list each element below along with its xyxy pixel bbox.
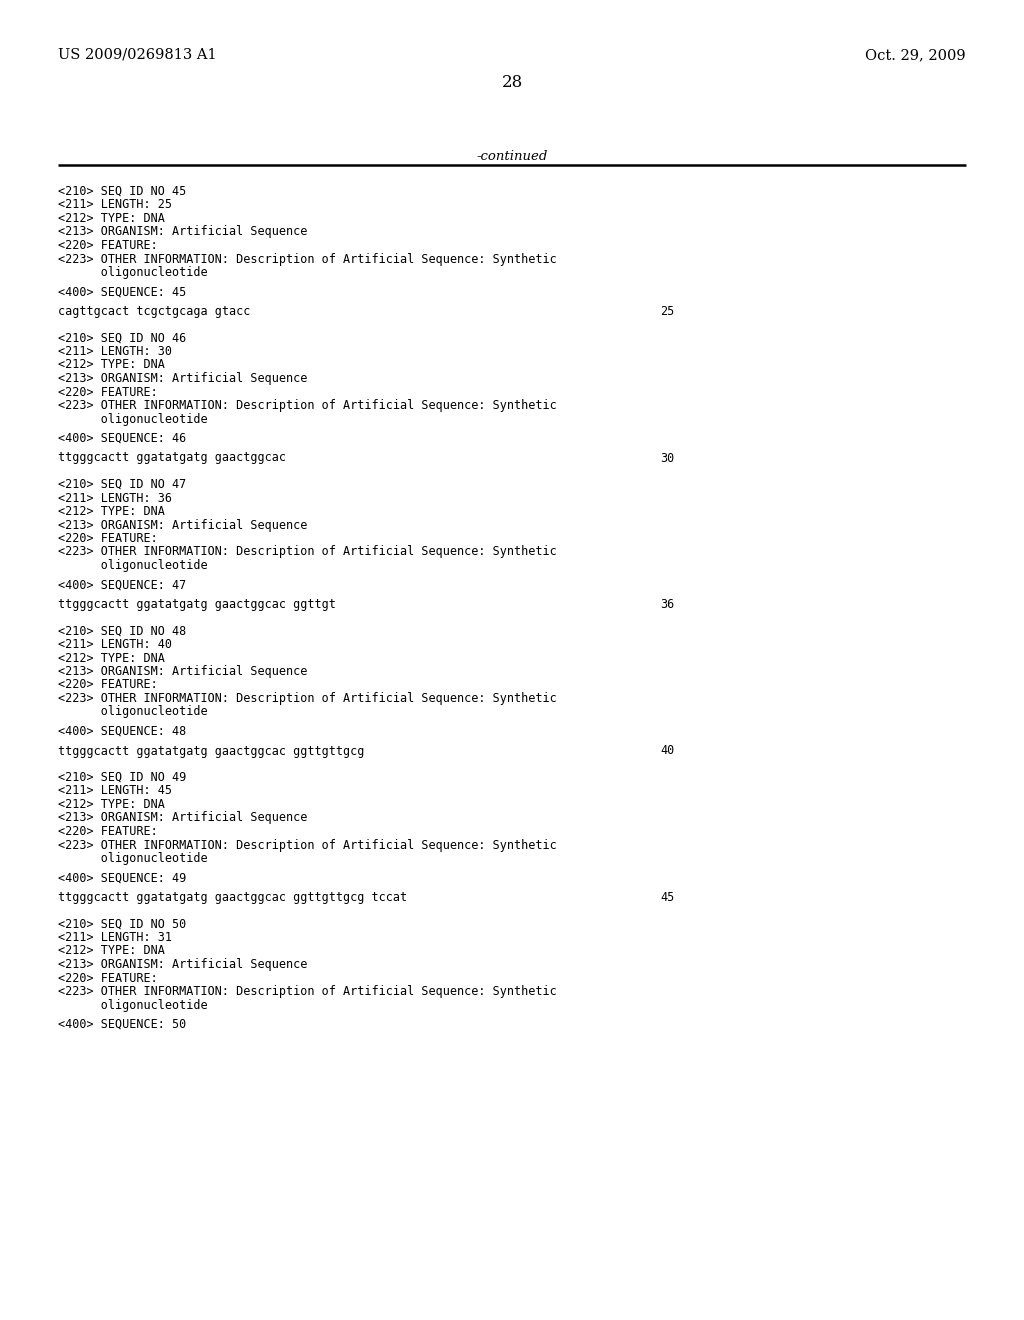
- Text: oligonucleotide: oligonucleotide: [58, 412, 208, 425]
- Text: oligonucleotide: oligonucleotide: [58, 998, 208, 1011]
- Text: <213> ORGANISM: Artificial Sequence: <213> ORGANISM: Artificial Sequence: [58, 372, 307, 385]
- Text: <400> SEQUENCE: 50: <400> SEQUENCE: 50: [58, 1018, 186, 1031]
- Text: <220> FEATURE:: <220> FEATURE:: [58, 532, 158, 545]
- Text: <223> OTHER INFORMATION: Description of Artificial Sequence: Synthetic: <223> OTHER INFORMATION: Description of …: [58, 838, 557, 851]
- Text: <400> SEQUENCE: 47: <400> SEQUENCE: 47: [58, 578, 186, 591]
- Text: <400> SEQUENCE: 45: <400> SEQUENCE: 45: [58, 285, 186, 298]
- Text: ttgggcactt ggatatgatg gaactggcac ggttgt: ttgggcactt ggatatgatg gaactggcac ggttgt: [58, 598, 336, 611]
- Text: <210> SEQ ID NO 49: <210> SEQ ID NO 49: [58, 771, 186, 784]
- Text: 28: 28: [502, 74, 522, 91]
- Text: oligonucleotide: oligonucleotide: [58, 705, 208, 718]
- Text: <220> FEATURE:: <220> FEATURE:: [58, 972, 158, 985]
- Text: <213> ORGANISM: Artificial Sequence: <213> ORGANISM: Artificial Sequence: [58, 665, 307, 678]
- Text: <212> TYPE: DNA: <212> TYPE: DNA: [58, 652, 165, 664]
- Text: 40: 40: [660, 744, 674, 758]
- Text: -continued: -continued: [476, 150, 548, 162]
- Text: 25: 25: [660, 305, 674, 318]
- Text: <212> TYPE: DNA: <212> TYPE: DNA: [58, 799, 165, 810]
- Text: <223> OTHER INFORMATION: Description of Artificial Sequence: Synthetic: <223> OTHER INFORMATION: Description of …: [58, 985, 557, 998]
- Text: oligonucleotide: oligonucleotide: [58, 267, 208, 279]
- Text: <210> SEQ ID NO 48: <210> SEQ ID NO 48: [58, 624, 186, 638]
- Text: <400> SEQUENCE: 46: <400> SEQUENCE: 46: [58, 432, 186, 445]
- Text: <211> LENGTH: 40: <211> LENGTH: 40: [58, 638, 172, 651]
- Text: 36: 36: [660, 598, 674, 611]
- Text: <212> TYPE: DNA: <212> TYPE: DNA: [58, 359, 165, 371]
- Text: 30: 30: [660, 451, 674, 465]
- Text: Oct. 29, 2009: Oct. 29, 2009: [865, 48, 966, 62]
- Text: <223> OTHER INFORMATION: Description of Artificial Sequence: Synthetic: <223> OTHER INFORMATION: Description of …: [58, 692, 557, 705]
- Text: cagttgcact tcgctgcaga gtacc: cagttgcact tcgctgcaga gtacc: [58, 305, 251, 318]
- Text: <213> ORGANISM: Artificial Sequence: <213> ORGANISM: Artificial Sequence: [58, 812, 307, 825]
- Text: <220> FEATURE:: <220> FEATURE:: [58, 385, 158, 399]
- Text: US 2009/0269813 A1: US 2009/0269813 A1: [58, 48, 217, 62]
- Text: <220> FEATURE:: <220> FEATURE:: [58, 825, 158, 838]
- Text: <223> OTHER INFORMATION: Description of Artificial Sequence: Synthetic: <223> OTHER INFORMATION: Description of …: [58, 545, 557, 558]
- Text: ttgggcactt ggatatgatg gaactggcac: ttgggcactt ggatatgatg gaactggcac: [58, 451, 286, 465]
- Text: <220> FEATURE:: <220> FEATURE:: [58, 239, 158, 252]
- Text: <210> SEQ ID NO 46: <210> SEQ ID NO 46: [58, 331, 186, 345]
- Text: ttgggcactt ggatatgatg gaactggcac ggttgttgcg: ttgggcactt ggatatgatg gaactggcac ggttgtt…: [58, 744, 365, 758]
- Text: <223> OTHER INFORMATION: Description of Artificial Sequence: Synthetic: <223> OTHER INFORMATION: Description of …: [58, 399, 557, 412]
- Text: <400> SEQUENCE: 49: <400> SEQUENCE: 49: [58, 871, 186, 884]
- Text: 45: 45: [660, 891, 674, 904]
- Text: <211> LENGTH: 30: <211> LENGTH: 30: [58, 345, 172, 358]
- Text: <213> ORGANISM: Artificial Sequence: <213> ORGANISM: Artificial Sequence: [58, 226, 307, 239]
- Text: <211> LENGTH: 25: <211> LENGTH: 25: [58, 198, 172, 211]
- Text: <213> ORGANISM: Artificial Sequence: <213> ORGANISM: Artificial Sequence: [58, 958, 307, 972]
- Text: <400> SEQUENCE: 48: <400> SEQUENCE: 48: [58, 725, 186, 738]
- Text: <220> FEATURE:: <220> FEATURE:: [58, 678, 158, 692]
- Text: <213> ORGANISM: Artificial Sequence: <213> ORGANISM: Artificial Sequence: [58, 519, 307, 532]
- Text: oligonucleotide: oligonucleotide: [58, 558, 208, 572]
- Text: <210> SEQ ID NO 45: <210> SEQ ID NO 45: [58, 185, 186, 198]
- Text: ttgggcactt ggatatgatg gaactggcac ggttgttgcg tccat: ttgggcactt ggatatgatg gaactggcac ggttgtt…: [58, 891, 408, 904]
- Text: <212> TYPE: DNA: <212> TYPE: DNA: [58, 213, 165, 224]
- Text: <212> TYPE: DNA: <212> TYPE: DNA: [58, 506, 165, 517]
- Text: <223> OTHER INFORMATION: Description of Artificial Sequence: Synthetic: <223> OTHER INFORMATION: Description of …: [58, 252, 557, 265]
- Text: <210> SEQ ID NO 47: <210> SEQ ID NO 47: [58, 478, 186, 491]
- Text: <212> TYPE: DNA: <212> TYPE: DNA: [58, 945, 165, 957]
- Text: <211> LENGTH: 31: <211> LENGTH: 31: [58, 931, 172, 944]
- Text: oligonucleotide: oligonucleotide: [58, 851, 208, 865]
- Text: <210> SEQ ID NO 50: <210> SEQ ID NO 50: [58, 917, 186, 931]
- Text: <211> LENGTH: 36: <211> LENGTH: 36: [58, 491, 172, 504]
- Text: <211> LENGTH: 45: <211> LENGTH: 45: [58, 784, 172, 797]
